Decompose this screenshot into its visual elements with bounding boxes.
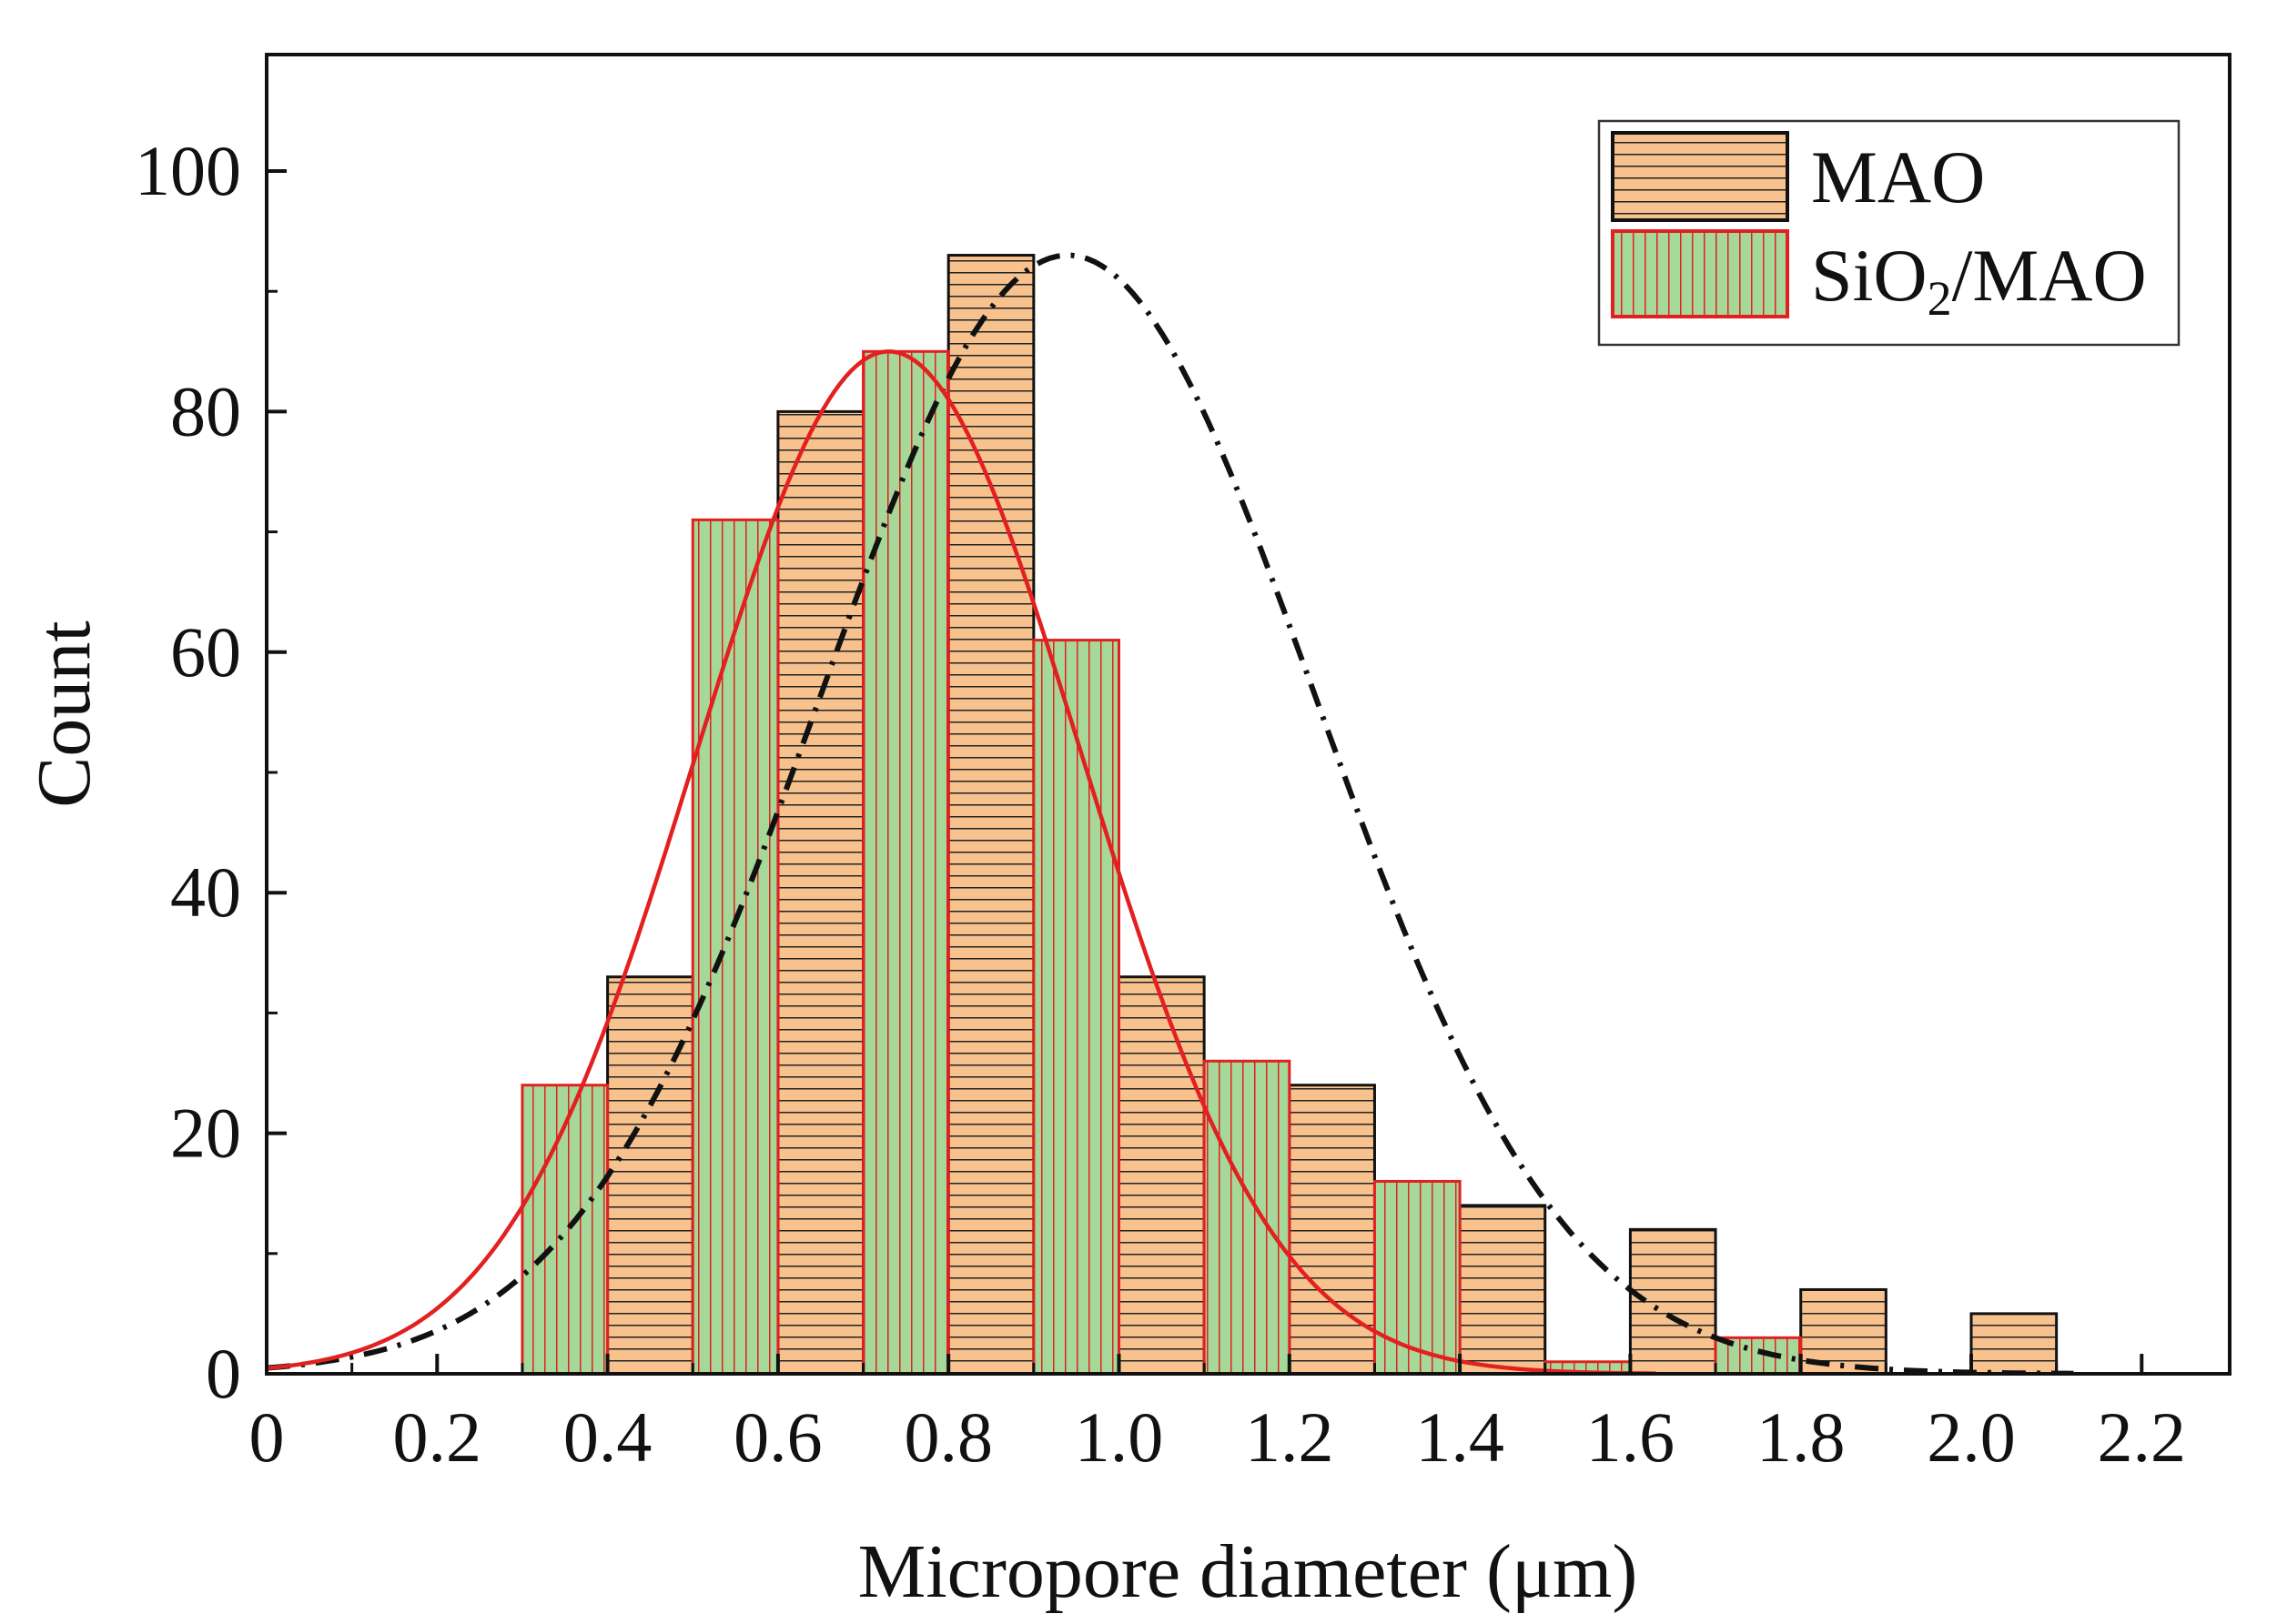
mao-bar [606,975,694,1376]
mao-bar [776,409,865,1376]
legend-label-sio2-base: SiO [1811,234,1928,317]
mao-bar [1969,1312,2059,1376]
x-tick-label: 0.4 [563,1397,653,1477]
x-tick-label: 0.8 [904,1397,993,1477]
mao-bar [1288,1084,1376,1376]
y-tick-label: 100 [135,131,241,210]
y-tick-label: 80 [170,371,241,450]
y-tick-label: 20 [170,1094,241,1173]
legend-swatch-mao [1611,131,1789,222]
sio2-bars [521,349,1803,1376]
sio2-bar [1202,1059,1291,1376]
x-tick-label: 1.6 [1586,1397,1675,1477]
legend-label-sio2-subscript: 2 [1928,271,1952,326]
x-tick-label: 0.2 [393,1397,482,1477]
mao-bars [606,254,2059,1376]
x-axis-title: Micropore diameter (μm) [858,1529,1638,1614]
legend-swatch-sio2 [1611,229,1789,318]
legend-label-sio2: SiO2/MAO [1811,234,2147,326]
legend-label-mao: MAO [1811,136,1985,218]
x-tick-label: 1.2 [1245,1397,1334,1477]
legend-label-sio2-tail: /MAO [1952,234,2147,317]
legend: MAO SiO2/MAO [1597,119,2181,347]
x-tick-label: 2.2 [2098,1397,2187,1477]
x-tick-label: 0 [249,1397,285,1477]
mao-bar [1118,975,1206,1376]
sio2-bar [691,518,780,1376]
plot-frame [265,53,2231,1376]
sio2-bar [862,349,950,1376]
x-tick-label: 2.0 [1927,1397,2016,1477]
sio2-bar [1372,1179,1462,1376]
y-axis-title: Count [22,620,106,807]
x-axis: 0 0.2 0.4 0.6 0.8 1.0 1.2 1.4 1.6 1.8 2.0 2.2 [249,1354,2187,1477]
x-tick-label: 0.6 [734,1397,823,1477]
mao-gaussian-fit-line [267,252,2074,1374]
y-axis: 0 20 40 60 80 100 [135,131,287,1413]
sio2-gaussian-fit-line [267,349,1656,1374]
sio2-bar [521,1084,610,1376]
mao-bar [1458,1204,1547,1376]
sio2-bar [1032,639,1120,1376]
y-tick-label: 40 [170,852,241,932]
x-tick-label: 1.0 [1075,1397,1164,1477]
mao-bar [946,254,1036,1376]
y-tick-label: 0 [206,1334,241,1413]
y-tick-label: 60 [170,612,241,691]
x-tick-label: 1.8 [1756,1397,1846,1477]
x-tick-label: 1.4 [1415,1397,1504,1477]
